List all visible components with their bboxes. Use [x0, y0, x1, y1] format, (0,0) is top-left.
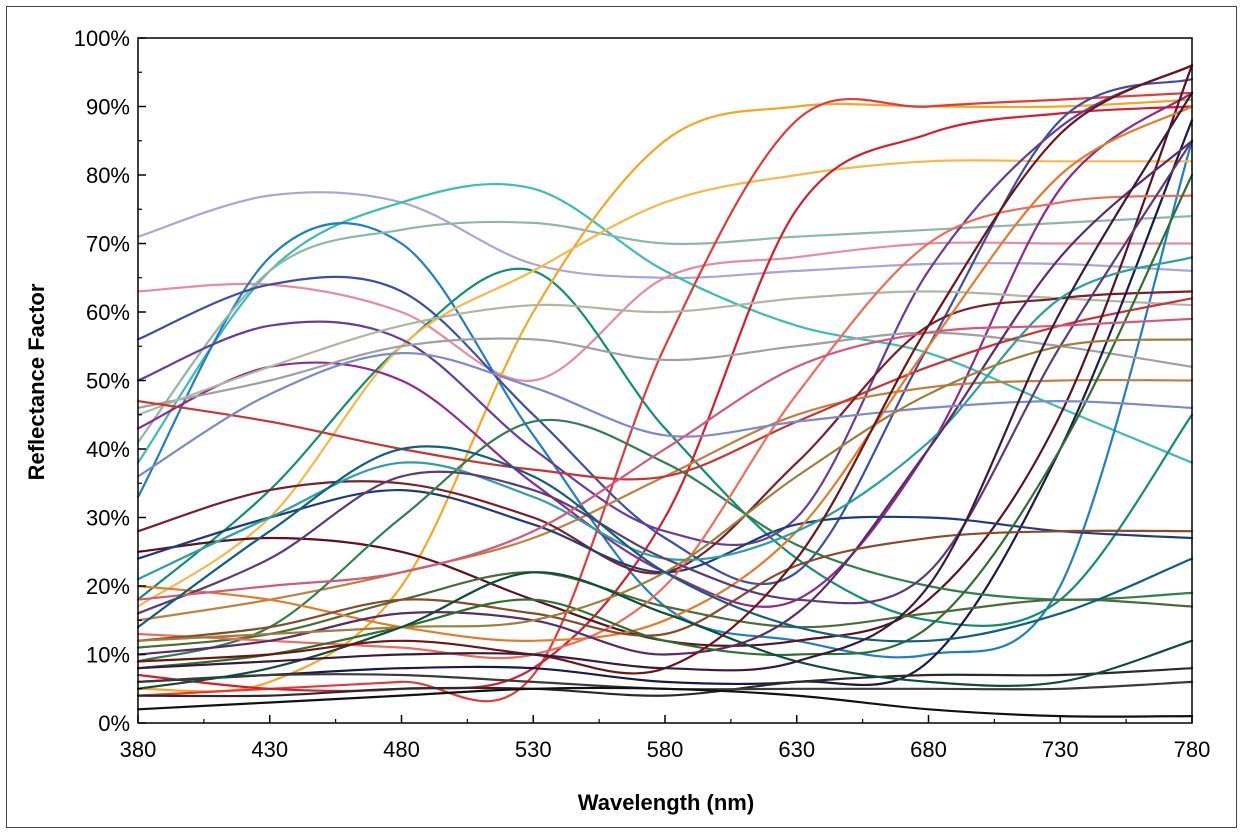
series-line-17	[136, 297, 1194, 481]
x-tick-label: 730	[1042, 737, 1079, 762]
y-tick-label: 30%	[86, 506, 130, 531]
ticks-layer: 380 430 480 530 580 630 680 730 780 0% 10% 20% 30% 40…	[74, 26, 1211, 762]
series-line-6	[136, 267, 1194, 627]
series-line-3	[136, 241, 1194, 382]
y-tick-label: 100%	[74, 26, 130, 51]
y-axis-title: Reflectance Factor	[24, 283, 49, 480]
series-line-33	[136, 351, 1194, 478]
x-tick-label: 680	[910, 737, 947, 762]
series-line-32	[136, 173, 1194, 670]
series-line-27	[136, 667, 1194, 698]
y-tick-label: 80%	[86, 163, 130, 188]
x-tick-label: 380	[120, 737, 157, 762]
x-tick-label: 630	[778, 737, 815, 762]
series-line-15	[136, 290, 1194, 416]
y-tick-label: 90%	[86, 95, 130, 120]
series-line-30	[136, 139, 1194, 656]
series-line-23	[136, 571, 1194, 649]
y-tick-label: 50%	[86, 369, 130, 394]
series-line-19	[136, 64, 1194, 647]
series-line-34	[136, 139, 1194, 615]
y-tick-label: 0%	[98, 711, 130, 736]
x-tick-label: 780	[1174, 737, 1211, 762]
series-line-39	[136, 64, 1194, 675]
series-line-12	[136, 64, 1194, 547]
series-line-31	[136, 529, 1194, 642]
series-line-38	[136, 445, 1194, 643]
x-axis-title: Wavelength (nm)	[578, 790, 754, 815]
x-tick-label: 530	[515, 737, 552, 762]
series-line-35	[136, 317, 1194, 601]
series-line-24	[136, 105, 1194, 642]
series-line-1	[136, 191, 1194, 280]
y-tick-label: 20%	[86, 574, 130, 599]
series-line-8	[136, 159, 1194, 608]
series-line-10	[136, 105, 1194, 693]
series-line-5	[136, 215, 1194, 444]
series-line-40	[136, 91, 1194, 672]
series-line-14	[136, 331, 1194, 409]
series-line-37	[136, 571, 1194, 690]
series-line-9	[136, 91, 1194, 703]
chart-frame	[6, 6, 1237, 828]
x-tick-label: 430	[251, 737, 288, 762]
series-line-22	[136, 418, 1194, 663]
series-line-29	[136, 686, 1194, 718]
y-tick-label: 10%	[86, 643, 130, 668]
x-tick-label: 580	[647, 737, 684, 762]
series-line-18	[136, 290, 1194, 575]
series-line-13	[136, 91, 1194, 608]
y-tick-label: 70%	[86, 232, 130, 257]
y-tick-label: 60%	[86, 300, 130, 325]
series-line-4	[136, 139, 1194, 659]
x-tick-label: 480	[383, 737, 420, 762]
series-layer	[136, 64, 1194, 718]
y-tick-label: 40%	[86, 437, 130, 462]
series-line-11	[136, 78, 1194, 586]
